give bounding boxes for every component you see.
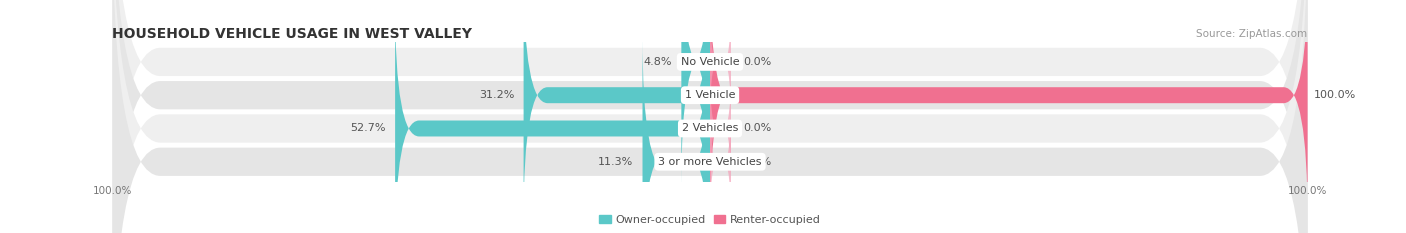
Legend: Owner-occupied, Renter-occupied: Owner-occupied, Renter-occupied [595, 210, 825, 229]
FancyBboxPatch shape [112, 0, 1308, 233]
Text: No Vehicle: No Vehicle [681, 57, 740, 67]
Text: 52.7%: 52.7% [350, 123, 387, 134]
Text: 31.2%: 31.2% [479, 90, 515, 100]
Text: 0.0%: 0.0% [742, 157, 770, 167]
FancyBboxPatch shape [112, 0, 1308, 233]
FancyBboxPatch shape [710, 103, 731, 220]
Text: 11.3%: 11.3% [599, 157, 634, 167]
Text: 4.8%: 4.8% [644, 57, 672, 67]
FancyBboxPatch shape [395, 3, 710, 233]
Text: Source: ZipAtlas.com: Source: ZipAtlas.com [1197, 29, 1308, 39]
Text: 0.0%: 0.0% [742, 123, 770, 134]
Text: 2 Vehicles: 2 Vehicles [682, 123, 738, 134]
FancyBboxPatch shape [710, 70, 731, 187]
Text: 1 Vehicle: 1 Vehicle [685, 90, 735, 100]
FancyBboxPatch shape [643, 37, 710, 233]
FancyBboxPatch shape [112, 0, 1308, 233]
FancyBboxPatch shape [112, 0, 1308, 233]
Text: 0.0%: 0.0% [742, 57, 770, 67]
FancyBboxPatch shape [710, 3, 731, 120]
FancyBboxPatch shape [682, 0, 710, 187]
FancyBboxPatch shape [523, 0, 710, 220]
Text: HOUSEHOLD VEHICLE USAGE IN WEST VALLEY: HOUSEHOLD VEHICLE USAGE IN WEST VALLEY [112, 27, 472, 41]
Text: 3 or more Vehicles: 3 or more Vehicles [658, 157, 762, 167]
FancyBboxPatch shape [710, 0, 1308, 220]
Text: 100.0%: 100.0% [1313, 90, 1355, 100]
